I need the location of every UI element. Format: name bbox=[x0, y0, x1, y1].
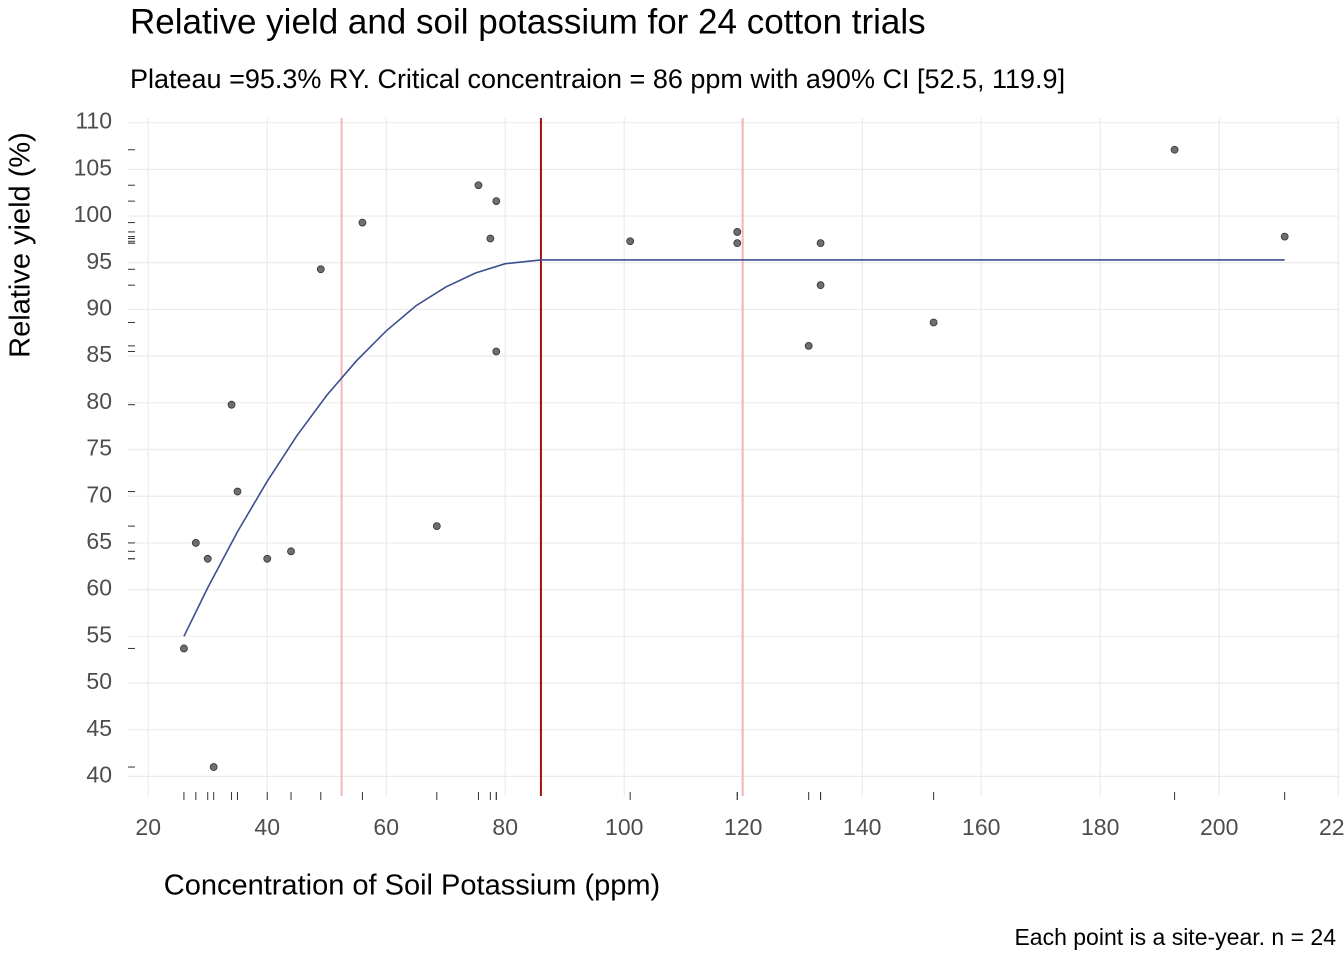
point bbox=[209, 763, 218, 771]
x-tick-label: 200 bbox=[1200, 814, 1238, 840]
y-axis-title: Relative yield (%) bbox=[5, 132, 37, 358]
point bbox=[287, 547, 295, 556]
point bbox=[929, 318, 938, 327]
point bbox=[316, 265, 325, 274]
y-tick-label: 45 bbox=[86, 715, 112, 741]
x-tick-label: 20 bbox=[135, 814, 161, 840]
x-tick-label: 160 bbox=[962, 814, 1000, 840]
caption: Each point is a site-year. n = 24 bbox=[1014, 924, 1336, 950]
y-tick-label: 60 bbox=[86, 575, 112, 601]
y-tick-label: 85 bbox=[86, 341, 112, 367]
y-tick-label: 50 bbox=[86, 668, 112, 694]
point bbox=[432, 522, 441, 531]
point bbox=[816, 239, 825, 248]
point bbox=[227, 400, 236, 409]
point bbox=[1280, 232, 1289, 241]
point bbox=[203, 554, 212, 563]
x-tick-label: 180 bbox=[1081, 814, 1119, 840]
point bbox=[816, 281, 825, 290]
point bbox=[263, 554, 272, 563]
point bbox=[486, 234, 495, 243]
y-tick-label: 80 bbox=[86, 388, 112, 414]
point bbox=[626, 237, 635, 246]
y-tick-label: 75 bbox=[86, 435, 112, 461]
x-tick-label: 220 bbox=[1319, 814, 1344, 840]
x-tick-label: 100 bbox=[605, 814, 643, 840]
point bbox=[191, 539, 200, 547]
point bbox=[733, 239, 742, 248]
x-tick-label: 80 bbox=[492, 814, 518, 840]
point bbox=[474, 181, 483, 190]
x-axis-title: Concentration of Soil Potassium (ppm) bbox=[164, 870, 660, 902]
point bbox=[492, 197, 501, 206]
y-tick-label: 100 bbox=[74, 201, 112, 227]
point bbox=[804, 341, 813, 350]
x-tick-label: 140 bbox=[843, 814, 881, 840]
y-tick-label: 90 bbox=[86, 295, 112, 321]
point bbox=[233, 487, 242, 496]
y-tick-label: 95 bbox=[86, 248, 112, 274]
fit-curve bbox=[183, 259, 1285, 637]
point bbox=[733, 228, 742, 236]
point bbox=[1170, 145, 1179, 154]
x-tick-label: 40 bbox=[254, 814, 280, 840]
point bbox=[492, 347, 501, 356]
point bbox=[180, 644, 188, 653]
chart-title: Relative yield and soil potassium for 24… bbox=[130, 2, 926, 41]
y-tick-label: 65 bbox=[86, 528, 112, 554]
x-tick-label: 120 bbox=[724, 814, 762, 840]
y-tick-label: 110 bbox=[75, 108, 112, 134]
y-tick-label: 70 bbox=[86, 481, 112, 507]
y-tick-label: 105 bbox=[74, 154, 112, 180]
y-tick-label: 55 bbox=[86, 621, 112, 647]
chart-subtitle: Plateau =95.3% RY. Critical concentraion… bbox=[130, 64, 1065, 94]
y-tick-label: 40 bbox=[86, 761, 112, 787]
x-tick-label: 60 bbox=[373, 814, 399, 840]
point bbox=[358, 218, 367, 227]
